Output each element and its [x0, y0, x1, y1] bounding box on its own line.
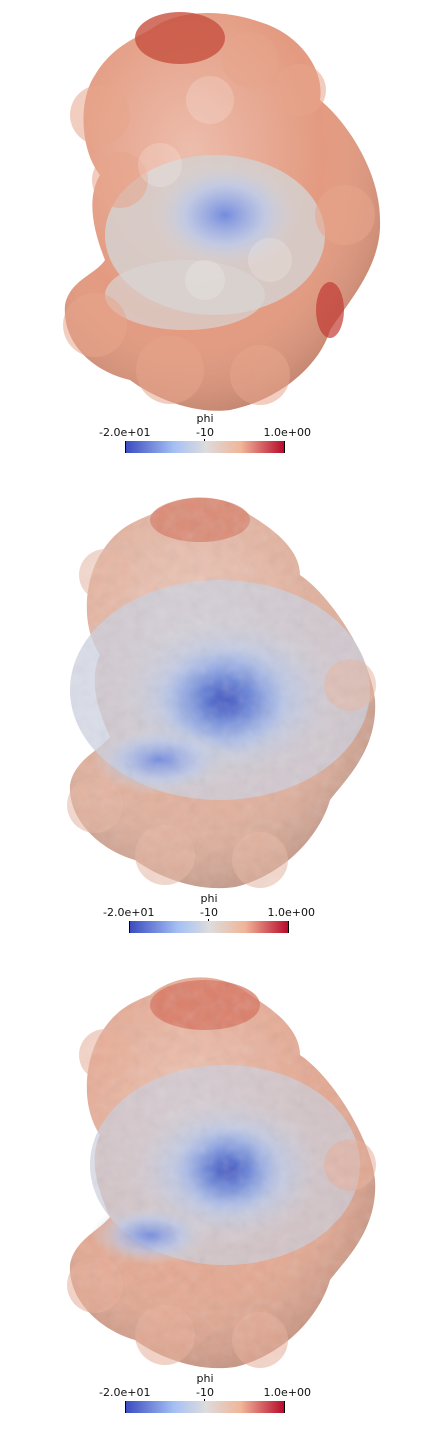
colorbar: phi -2.0e+01 -10 1.0e+00: [99, 412, 311, 457]
colorbar-max-label: 1.0e+00: [263, 1386, 311, 1399]
colorbar-gradient: [125, 1401, 285, 1413]
colorbar-mid-label: -10: [200, 906, 218, 919]
colorbar-min-label: -2.0e+01: [99, 1386, 151, 1399]
molecular-surface-render: [63, 12, 381, 411]
colorbar-title: phi: [196, 1372, 214, 1385]
colorbar-min-label: -2.0e+01: [103, 906, 155, 919]
molecular-surface-render: [67, 977, 376, 1369]
colorbar-mid-label: -10: [196, 426, 214, 439]
colorbar-title: phi: [196, 412, 214, 425]
colorbar: phi -2.0e+01 -10 1.0e+00: [103, 892, 315, 937]
colorbar-max-label: 1.0e+00: [267, 906, 315, 919]
panel-1: phi -2.0e+01 -10 1.0e+00: [0, 0, 422, 470]
colorbar-mid-label: -10: [196, 1386, 214, 1399]
colorbar-title: phi: [200, 892, 218, 905]
panel-3: phi -2.0e+01 -10 1.0e+00: [0, 955, 422, 1431]
colorbar-min-label: -2.0e+01: [99, 426, 151, 439]
colorbar-gradient: [125, 441, 285, 453]
colorbar-max-label: 1.0e+00: [263, 426, 311, 439]
colorbar: phi -2.0e+01 -10 1.0e+00: [99, 1372, 311, 1417]
colorbar-gradient: [129, 921, 289, 933]
panel-2: phi -2.0e+01 -10 1.0e+00: [0, 475, 422, 955]
molecular-surface-render: [67, 497, 376, 889]
